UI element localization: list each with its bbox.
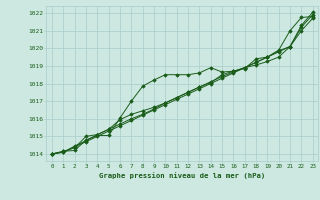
X-axis label: Graphe pression niveau de la mer (hPa): Graphe pression niveau de la mer (hPa) [99, 172, 266, 179]
